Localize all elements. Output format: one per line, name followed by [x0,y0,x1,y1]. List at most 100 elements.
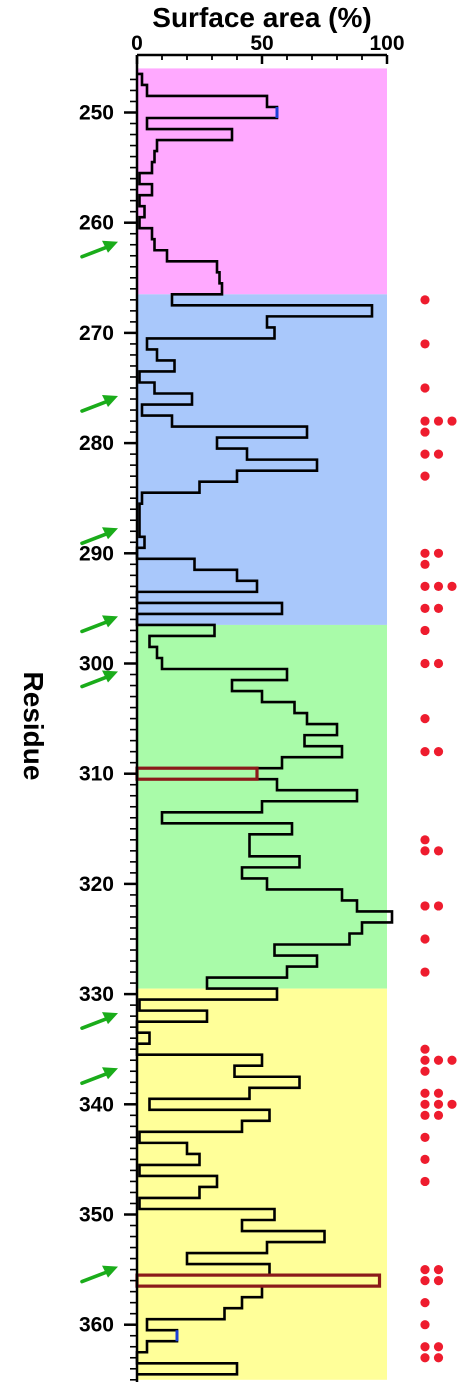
region-band-1 [137,68,387,295]
dot-marker [433,1342,444,1352]
y-tick-label-290: 290 [79,542,114,565]
dot-marker [420,581,430,591]
dot-marker [420,1176,430,1187]
dot-marker [420,967,430,977]
dot-marker [433,548,444,558]
dot-marker [420,1342,430,1352]
surface-area-profile [135,72,394,1376]
dot-marker [420,1276,430,1286]
axes: 0 50 100 250 260 270 280 290 300 310 320 330 340 350 3… [79,32,405,1382]
dot-marker [420,471,430,481]
dot-marker [433,416,444,426]
dot-marker [420,901,430,911]
arrow-head [102,1012,118,1025]
dot-marker [420,383,430,393]
arrow-shaft [80,531,110,546]
arrow-head [102,670,118,683]
dot-marker [420,658,430,669]
arrow-head [102,395,118,408]
arrow-shaft [80,1016,110,1030]
dot-markers [420,295,457,1363]
dot-marker [420,1353,430,1363]
dot-marker [420,1132,430,1142]
dot-marker [433,1055,444,1065]
arrow-shaft [80,619,110,634]
y-tick-label-330: 330 [79,983,114,1006]
dot-marker [433,581,444,591]
arrow-marker-8 [80,1265,118,1284]
y-tick-label-310: 310 [79,763,114,786]
arrow-marker-3 [80,527,118,546]
arrow-marker-2 [80,395,118,413]
dot-marker [433,901,444,911]
dot-marker [433,1099,444,1109]
dot-marker [420,1298,430,1308]
dot-marker [420,1265,430,1275]
arrow-marker-4 [80,615,118,634]
x-tick-label-50: 50 [250,32,273,55]
arrow-markers [80,240,118,1284]
dot-marker [420,427,430,437]
dot-marker [433,1353,444,1363]
y-tick-label-320: 320 [79,873,114,896]
arrow-shaft [80,674,110,689]
arrow-shaft [80,1071,110,1086]
dot-marker [420,846,430,856]
dot-marker [420,559,430,569]
dot-marker [420,1099,430,1109]
dot-marker [420,548,430,558]
arrow-shaft [80,399,110,413]
y-tick-label-270: 270 [79,322,114,345]
region-band-4 [137,988,387,1380]
dot-marker [433,603,444,614]
dot-marker [420,1044,430,1054]
dot-marker [420,603,430,614]
y-tick-label-360: 360 [79,1314,114,1337]
dot-marker [420,295,430,305]
dot-marker [433,747,444,757]
y-tick-label-280: 280 [79,432,114,455]
arrow-shaft [80,1269,110,1284]
dot-marker [433,658,444,669]
y-tick-label-260: 260 [79,212,114,235]
arrow-head [102,1265,118,1278]
dot-marker [433,1088,444,1098]
dot-marker [420,416,430,426]
arrow-head [102,1067,118,1080]
dot-marker [447,416,457,426]
x-tick-label-100: 100 [369,32,404,55]
dot-marker [420,625,430,636]
dot-marker [420,1088,430,1098]
dot-marker [447,1099,457,1109]
y-tick-label-350: 350 [79,1204,114,1227]
dot-marker [420,747,430,757]
y-tick-label-340: 340 [79,1093,114,1116]
dot-marker [420,835,430,845]
arrow-head [102,240,118,253]
dot-marker [433,1276,444,1286]
dot-marker [420,339,430,349]
dot-marker [420,1320,430,1330]
arrow-head [102,615,118,628]
dot-marker [420,1154,430,1164]
dot-marker [433,846,444,856]
arrow-marker-7 [80,1067,118,1086]
dot-marker [433,449,444,459]
dot-marker [447,1055,457,1065]
dot-marker [433,1110,444,1120]
region-bands [137,68,387,1380]
dot-marker [420,1110,430,1120]
arrow-shaft [80,244,110,259]
arrow-head [102,527,118,540]
dot-marker [447,581,457,591]
dot-marker [433,1265,444,1275]
dot-marker [420,1066,430,1076]
arrow-marker-5 [80,670,118,689]
dot-marker [420,1055,430,1065]
x-tick-label-0: 0 [131,32,143,55]
dot-marker [420,714,430,724]
y-tick-label-250: 250 [79,102,114,125]
y-tick-label-300: 300 [79,653,114,676]
x-axis-title: Surface area (%) [152,2,371,33]
